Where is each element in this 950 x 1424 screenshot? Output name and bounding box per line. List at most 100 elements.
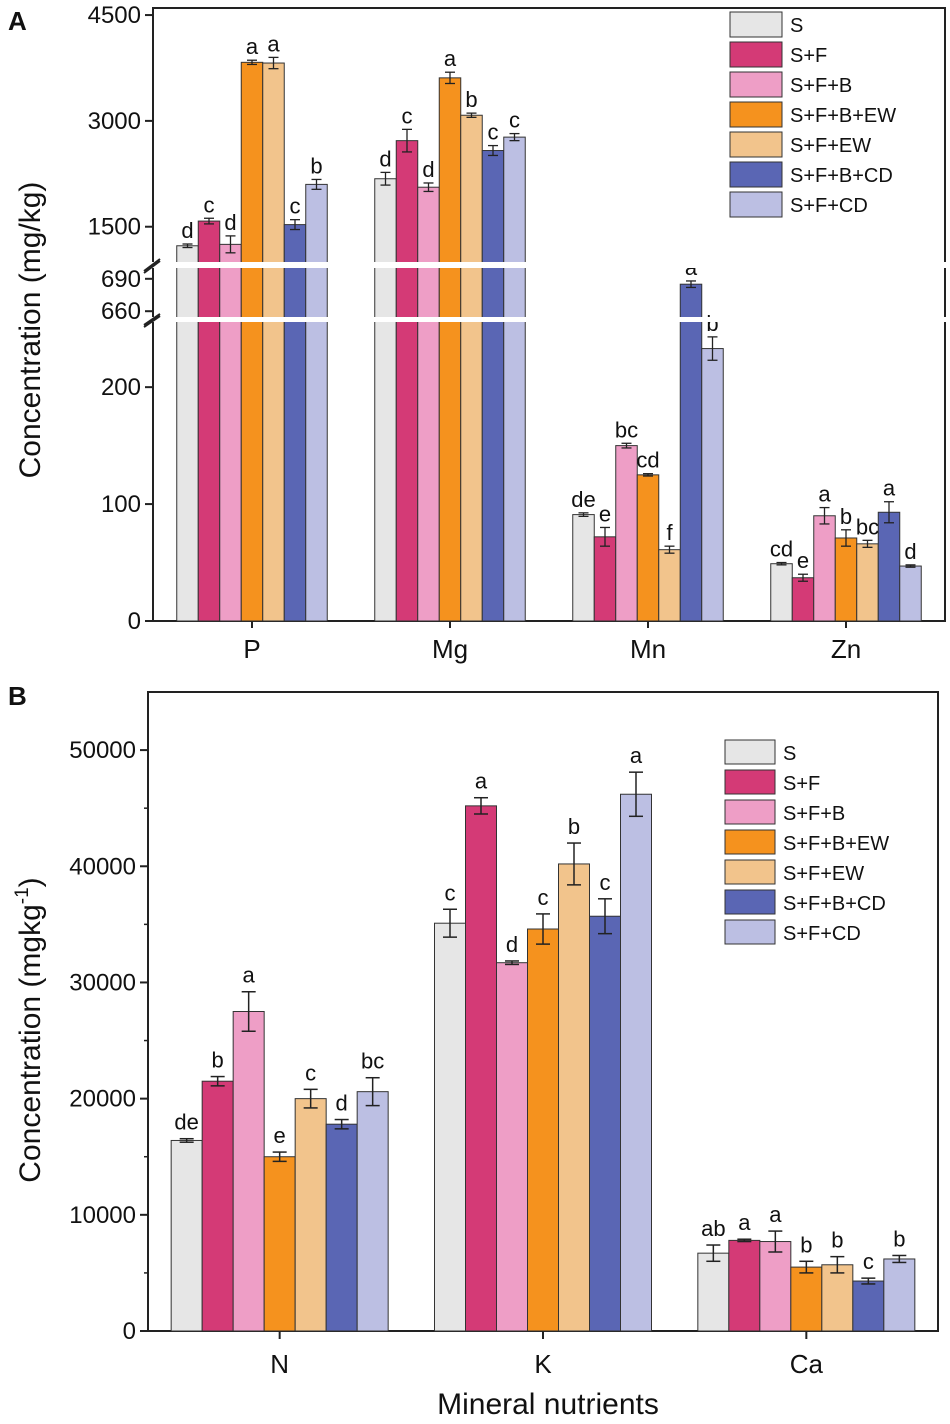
significance-letter: c	[509, 108, 520, 133]
significance-letter: d	[379, 146, 391, 171]
significance-letter: bc	[615, 417, 638, 442]
significance-letter: a	[444, 46, 457, 71]
legend-swatch-S+F+CD	[729, 191, 783, 218]
legend-swatch-S+F+B	[729, 71, 783, 98]
significance-letter: b	[706, 311, 718, 336]
legend-swatch-S+F+B	[724, 799, 776, 825]
panel-b-ylabel-end: )	[14, 877, 47, 887]
significance-letter: d	[904, 539, 916, 564]
legend-label-S+F+B+EW: S+F+B+EW	[783, 833, 889, 855]
legend-swatch-S+F+EW	[724, 859, 776, 885]
significance-letter: c	[445, 880, 456, 905]
significance-letter: b	[800, 1232, 812, 1257]
bar-N-S+F+B	[232, 1011, 265, 1332]
bar-Zn-S+F+B+CD	[877, 511, 901, 622]
significance-letter: e	[599, 501, 611, 526]
y-tick-label: 0	[123, 1318, 136, 1345]
bar-Ca-S	[697, 1252, 730, 1332]
panel-b-label: B	[8, 681, 27, 711]
y-tick-label: 0	[128, 608, 141, 635]
bar-N-S+F+CD	[356, 1091, 389, 1332]
significance-letter: bc	[361, 1049, 384, 1074]
y-tick-label: 3000	[88, 108, 141, 135]
axis-break-mark	[143, 313, 161, 326]
legend-label-S+F+B+EW: S+F+B+EW	[790, 105, 896, 127]
significance-letter: b	[568, 814, 580, 839]
significance-letter: a	[267, 31, 280, 56]
significance-letter: e	[274, 1123, 286, 1148]
bar-Mg-S+F	[395, 140, 419, 622]
bar-P-S+F+B+CD	[283, 224, 307, 622]
y-tick-label: 10000	[69, 1202, 136, 1229]
legend-swatch-S+F+B+EW	[729, 101, 783, 128]
bar-P-S+F	[197, 220, 221, 622]
bar-N-S+F+EW	[294, 1098, 327, 1332]
significance-letter: de	[174, 1110, 198, 1135]
significance-letter: c	[538, 885, 549, 910]
bar-Mn-S+F+CD	[701, 348, 724, 622]
x-tick-label-Mg: Mg	[432, 634, 468, 664]
significance-letter: bc	[856, 514, 879, 539]
significance-letter: c	[204, 192, 215, 217]
bar-N-S	[170, 1139, 203, 1332]
significance-letter: de	[571, 487, 595, 512]
bar-N-S+F	[201, 1080, 234, 1332]
significance-letter: a	[883, 476, 896, 501]
significance-letter: a	[246, 34, 259, 59]
bar-P-S+F+B	[219, 243, 242, 622]
bar-Zn-S+F+B+EW	[834, 537, 858, 622]
significance-letter: ab	[701, 1216, 725, 1241]
bar-Mn-S+F+B+CD	[679, 283, 703, 622]
axis-break-mark	[143, 258, 161, 272]
y-tick-label: 30000	[69, 969, 136, 996]
significance-letter: cd	[770, 537, 793, 562]
significance-letter: c	[488, 120, 499, 145]
legend-swatch-S+F+B+CD	[729, 161, 783, 188]
bar-Mn-S	[572, 514, 595, 622]
panel-b-xlabel: Mineral nutrients	[437, 1388, 659, 1421]
bar-Mg-S	[374, 178, 397, 622]
bar-Ca-S+F+CD	[883, 1258, 916, 1332]
significance-letter: c	[402, 103, 413, 128]
legend-label-S+F+EW: S+F+EW	[783, 863, 864, 885]
significance-letter: e	[797, 548, 809, 573]
bar-Zn-S+F+B	[813, 515, 836, 622]
significance-letter: d	[422, 157, 434, 182]
significance-letter: c	[290, 194, 301, 219]
panel-a-ylabel: Concentration (mg/kg)	[14, 182, 47, 479]
significance-letter: b	[840, 504, 852, 529]
bar-Ca-S+F	[728, 1239, 761, 1332]
bar-Ca-S+F+EW	[821, 1264, 854, 1332]
axis-break-gap	[145, 262, 947, 268]
bar-Ca-S+F+B+CD	[852, 1280, 885, 1332]
legend-swatch-S+F	[724, 769, 776, 795]
legend-label-S+F: S+F	[790, 45, 827, 67]
bar-Zn-S+F+EW	[856, 543, 879, 622]
significance-letter: c	[863, 1249, 874, 1274]
legend-swatch-S	[724, 739, 776, 765]
bar-Zn-S	[770, 563, 793, 622]
panel-b-ylabel-main: Concentration (mgkg	[14, 904, 47, 1182]
bar-K-S+F+B+CD	[589, 915, 621, 1332]
bar-K-S	[434, 922, 466, 1332]
significance-letter: cd	[636, 448, 659, 473]
bar-P-S	[176, 245, 199, 622]
legend-label-S+F+B: S+F+B	[790, 75, 852, 97]
bar-P-S+F+CD	[305, 183, 328, 622]
significance-letter: d	[336, 1091, 348, 1116]
bar-Mg-S+F+CD	[503, 136, 526, 622]
legend-swatch-S	[729, 11, 783, 38]
y-tick-label: 4500	[88, 2, 141, 29]
bar-Mn-S+F	[593, 536, 617, 622]
significance-letter: d	[181, 218, 193, 243]
legend-label-S+F+CD: S+F+CD	[783, 923, 861, 945]
significance-letter: b	[465, 87, 477, 112]
bar-N-S+F+B+CD	[325, 1123, 358, 1332]
significance-letter: d	[224, 210, 236, 235]
legend-label-S+F: S+F	[783, 773, 820, 795]
legend-swatch-S+F+CD	[724, 919, 776, 945]
legend-swatch-S+F+B+CD	[724, 889, 776, 915]
legend-label-S+F+B+CD: S+F+B+CD	[783, 893, 886, 915]
bar-P-S+F+EW	[262, 62, 285, 622]
